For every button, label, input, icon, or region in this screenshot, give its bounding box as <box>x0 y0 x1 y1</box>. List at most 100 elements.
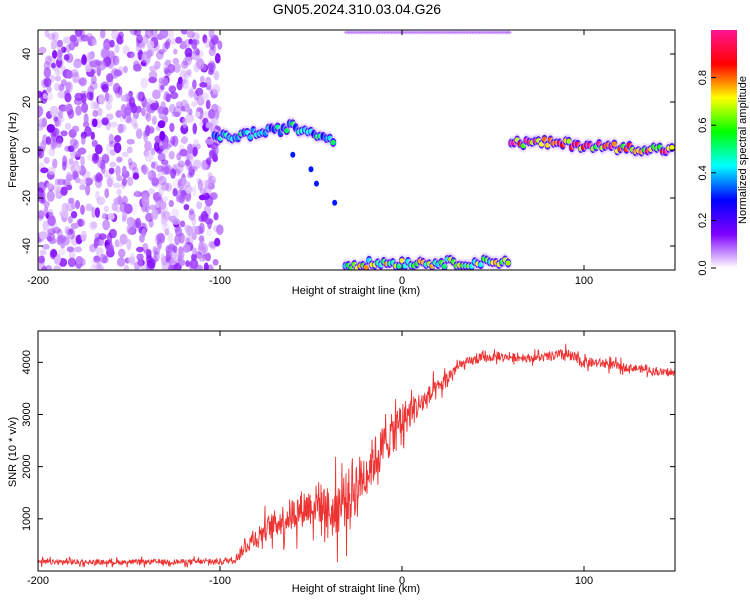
heatmap-cell <box>130 116 137 127</box>
heatmap-cell <box>105 244 115 253</box>
heatmap-cell <box>60 130 68 137</box>
heatmap-cell <box>179 220 186 228</box>
heatmap-cell <box>199 222 205 234</box>
heatmap-cell <box>192 79 197 90</box>
heatmap-cell <box>180 40 187 49</box>
heatmap-cell <box>173 105 182 118</box>
heatmap-cell <box>145 112 152 122</box>
heatmap-cell <box>162 166 171 175</box>
heatmap-cell <box>105 143 112 154</box>
heatmap-cell <box>205 252 211 262</box>
heatmap-cell <box>162 195 169 202</box>
heatmap-cell <box>109 149 117 156</box>
heatmap-cell <box>55 75 61 82</box>
heatmap-cell <box>105 113 114 121</box>
heatmap-cell <box>181 60 189 69</box>
heatmap-cell <box>60 46 67 53</box>
heatmap-cell <box>143 248 152 256</box>
heatmap-cell <box>108 228 117 239</box>
heatmap-cell <box>90 221 98 229</box>
heatmap-cell <box>52 158 58 169</box>
heatmap-cell <box>97 60 106 71</box>
heatmap-cell <box>157 145 165 152</box>
heatmap-cell <box>93 240 99 249</box>
heatmap-cell <box>51 31 59 41</box>
heatmap-cell <box>173 48 178 55</box>
heatmap-cell <box>78 77 87 87</box>
heatmap-cell <box>308 166 314 173</box>
heatmap-cell <box>160 84 165 91</box>
heatmap-cell <box>211 36 219 45</box>
heatmap-cell <box>75 255 84 265</box>
heatmap-cell <box>108 167 115 175</box>
heatmap-cell <box>54 82 60 92</box>
heatmap-cell <box>146 49 153 59</box>
spectrogram-x-ticks: -200 -100 0 100 <box>27 30 593 287</box>
heatmap-cell <box>141 107 146 117</box>
heatmap-cell <box>128 96 136 107</box>
heatmap-cell <box>182 77 190 90</box>
heatmap-cell <box>184 103 190 113</box>
heatmap-cell <box>167 243 176 251</box>
heatmap-cell <box>93 255 101 263</box>
heatmap-cell <box>100 162 106 174</box>
heatmap-cell <box>48 209 54 217</box>
heatmap-cell <box>186 69 192 76</box>
heatmap-cell <box>105 102 112 111</box>
heatmap-cell <box>60 186 68 196</box>
heatmap-cell <box>194 111 201 118</box>
heatmap-cell <box>85 32 93 40</box>
heatmap-cell <box>144 151 154 163</box>
heatmap-cell <box>80 230 87 242</box>
heatmap-cell <box>43 67 52 79</box>
heatmap-cell <box>91 259 99 268</box>
heatmap-cell <box>212 258 219 266</box>
heatmap-cell <box>67 108 75 119</box>
heatmap-cell <box>98 233 107 240</box>
heatmap-cell <box>112 197 121 204</box>
heatmap-cell <box>135 44 142 52</box>
heatmap-cell <box>55 186 61 199</box>
heatmap-cell <box>192 247 197 255</box>
y-tick-label: 2000 <box>21 454 33 478</box>
heatmap-cell <box>115 165 121 177</box>
heatmap-cell <box>196 58 205 70</box>
heatmap-cell <box>128 90 133 98</box>
heatmap-cell <box>190 225 199 236</box>
heatmap-cell <box>205 99 211 110</box>
heatmap-cell <box>171 218 181 226</box>
heatmap-cell <box>159 130 166 141</box>
heatmap-cell <box>130 52 139 62</box>
heatmap-cell <box>40 196 46 204</box>
heatmap-cell <box>181 136 189 144</box>
heatmap-cell <box>195 87 204 97</box>
heatmap-cell <box>198 256 207 262</box>
heatmap-cell <box>58 104 67 112</box>
heatmap-cell <box>149 127 154 134</box>
heatmap-cell <box>180 177 186 187</box>
heatmap-cell <box>64 103 73 112</box>
heatmap-cell <box>170 135 176 146</box>
heatmap-cell <box>208 149 216 159</box>
heatmap-cell <box>109 161 117 168</box>
heatmap-cell <box>46 190 55 202</box>
heatmap-cell <box>178 76 183 85</box>
heatmap-cell <box>186 172 193 179</box>
heatmap-cell <box>117 123 124 134</box>
heatmap-cell <box>197 179 203 191</box>
heatmap-cell <box>73 160 79 167</box>
snr-panel: -200 -100 0 100 1000 2000 3000 4000 Height of … <box>7 330 676 595</box>
heatmap-cell <box>154 234 162 245</box>
heatmap-cell <box>145 101 151 113</box>
heatmap-cell <box>171 111 181 118</box>
heatmap-cell <box>156 200 162 207</box>
heatmap-cell <box>87 39 93 46</box>
spectrogram-heatmap <box>38 30 675 270</box>
spectrogram-y-ticks: -40 -20 0 20 40 <box>21 48 675 254</box>
heatmap-cell <box>67 216 73 224</box>
snr-x-ticks: -200 -100 0 100 <box>27 331 593 587</box>
heatmap-cell <box>73 139 80 149</box>
heatmap-cell <box>79 184 86 191</box>
heatmap-cell <box>68 41 76 51</box>
heatmap-cell <box>160 159 169 166</box>
